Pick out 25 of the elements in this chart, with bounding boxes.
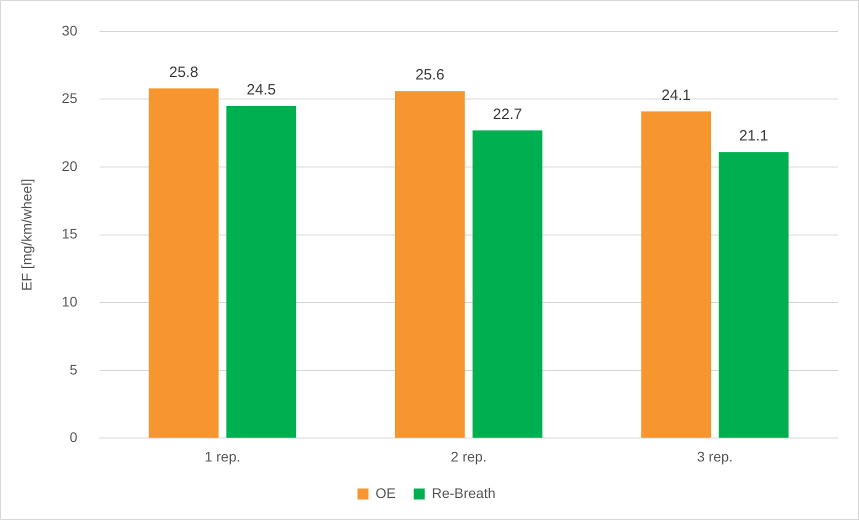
data-label: 25.6 [415,66,445,84]
data-label: 24.5 [246,82,276,99]
bar [395,91,465,438]
y-tick-label: 5 [70,361,78,378]
bar [472,130,542,438]
y-tick-label: 25 [62,90,78,106]
y-tick-label: 10 [62,293,78,310]
y-axis-title: EF [mg/km/wheel] [18,178,34,291]
data-label: 24.1 [662,87,691,104]
y-tick-label: 20 [62,158,78,174]
legend-label: Re-Breath [432,484,496,501]
x-tick-label: 1 rep. [204,448,240,464]
bar [148,88,219,438]
bar [641,111,712,438]
legend-label: OE [375,484,396,501]
bar [226,106,296,438]
y-tick-label: 0 [70,429,78,446]
y-tick-label: 15 [62,226,78,242]
x-tick-label: 3 rep. [696,448,733,464]
x-tick-label: 2 rep. [450,448,487,464]
y-tick-label: 30 [62,22,78,38]
data-label: 25.8 [169,64,198,81]
data-label: 21.1 [739,128,768,145]
bar [718,152,789,438]
data-label: 22.7 [492,106,522,124]
